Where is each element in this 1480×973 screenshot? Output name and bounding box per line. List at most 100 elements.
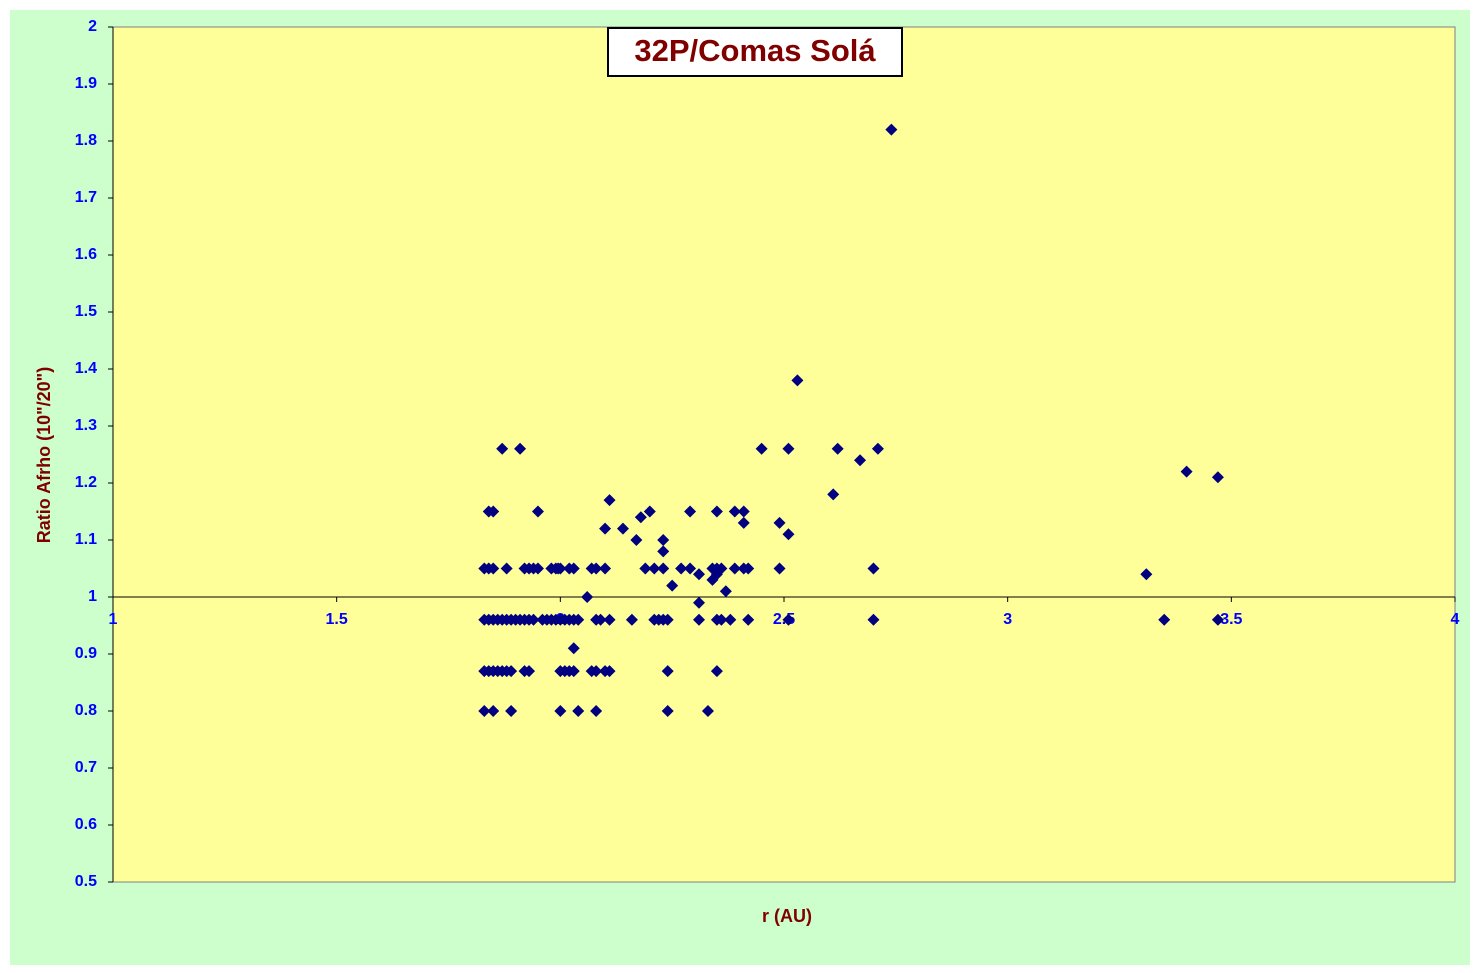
point xyxy=(567,562,580,575)
point xyxy=(478,705,491,717)
point xyxy=(773,562,786,575)
point xyxy=(661,665,674,678)
point xyxy=(867,613,880,626)
x-tick-label: 4 xyxy=(1451,611,1460,628)
point xyxy=(581,591,594,603)
y-tick-label: 1.1 xyxy=(75,531,97,548)
point xyxy=(1180,465,1193,478)
point xyxy=(693,596,706,609)
point xyxy=(701,705,714,717)
y-tick-label: 1 xyxy=(88,588,97,605)
point xyxy=(782,442,795,455)
point xyxy=(728,505,741,518)
point xyxy=(572,613,585,626)
point xyxy=(603,665,616,678)
point xyxy=(657,545,670,558)
point xyxy=(710,568,723,581)
point xyxy=(599,522,612,535)
point xyxy=(693,613,706,626)
point xyxy=(523,665,536,678)
point xyxy=(500,562,513,575)
point xyxy=(531,562,544,575)
point xyxy=(590,705,603,717)
point xyxy=(661,613,674,626)
y-tick-label: 1.7 xyxy=(75,189,97,206)
point xyxy=(487,505,500,518)
point xyxy=(715,613,728,626)
point xyxy=(639,562,652,575)
x-tick-label: 3.5 xyxy=(1220,611,1242,628)
point xyxy=(737,505,750,518)
point xyxy=(684,562,697,575)
point xyxy=(710,665,723,678)
point xyxy=(634,511,647,524)
point xyxy=(755,442,768,455)
point xyxy=(1211,613,1224,626)
point xyxy=(567,665,580,678)
point xyxy=(827,488,840,501)
point xyxy=(625,613,638,626)
point xyxy=(661,705,674,717)
y-tick-label: 1.8 xyxy=(75,132,97,149)
point xyxy=(648,562,661,575)
point xyxy=(505,705,518,717)
point xyxy=(572,705,585,717)
point xyxy=(742,562,755,575)
chart-title: 32P/Comas Solá xyxy=(634,33,876,68)
point xyxy=(719,585,732,598)
y-tick-label: 0.5 xyxy=(75,873,97,890)
point xyxy=(590,665,603,678)
point xyxy=(737,516,750,529)
point xyxy=(487,705,500,717)
x-tick-label: 1.5 xyxy=(326,611,348,628)
point xyxy=(871,442,884,455)
point xyxy=(782,613,795,626)
plot-area xyxy=(112,26,1456,883)
point xyxy=(630,534,643,546)
point xyxy=(505,665,518,678)
point xyxy=(728,562,741,575)
point xyxy=(487,562,500,575)
point xyxy=(531,505,544,518)
point xyxy=(742,613,755,626)
point xyxy=(1140,568,1153,581)
y-axis-label: Ratio Afrho (10"/20") xyxy=(34,367,54,543)
point xyxy=(514,442,527,455)
point xyxy=(1158,613,1171,626)
point xyxy=(527,613,540,626)
point xyxy=(616,522,629,535)
point xyxy=(657,562,670,575)
y-tick-label: 1.9 xyxy=(75,75,97,92)
point xyxy=(554,705,567,717)
point xyxy=(693,568,706,581)
point xyxy=(567,642,580,655)
y-tick-label: 0.6 xyxy=(75,816,97,833)
y-tick-label: 0.9 xyxy=(75,645,97,662)
point xyxy=(603,613,616,626)
y-tick-label: 2 xyxy=(88,18,97,35)
point xyxy=(867,562,880,575)
y-tick-label: 1.5 xyxy=(75,303,97,320)
y-tick-label: 0.7 xyxy=(75,759,97,776)
y-tick-label: 0.8 xyxy=(75,702,97,719)
point xyxy=(684,505,697,518)
point xyxy=(666,579,679,592)
point xyxy=(831,442,844,455)
x-axis-label: r (AU) xyxy=(762,906,812,926)
point xyxy=(773,516,786,529)
point xyxy=(594,613,607,626)
point xyxy=(724,613,737,626)
point xyxy=(1211,471,1224,484)
y-tick-label: 1.6 xyxy=(75,246,97,263)
point xyxy=(854,454,867,467)
point xyxy=(599,562,612,575)
title-box xyxy=(607,27,903,77)
point xyxy=(496,442,509,455)
y-tick-label: 1.4 xyxy=(75,360,97,377)
point xyxy=(657,534,670,546)
point xyxy=(885,123,898,136)
y-tick-label: 1.3 xyxy=(75,417,97,434)
x-tick-label: 1 xyxy=(109,611,118,628)
x-tick-label: 3 xyxy=(1003,611,1012,628)
